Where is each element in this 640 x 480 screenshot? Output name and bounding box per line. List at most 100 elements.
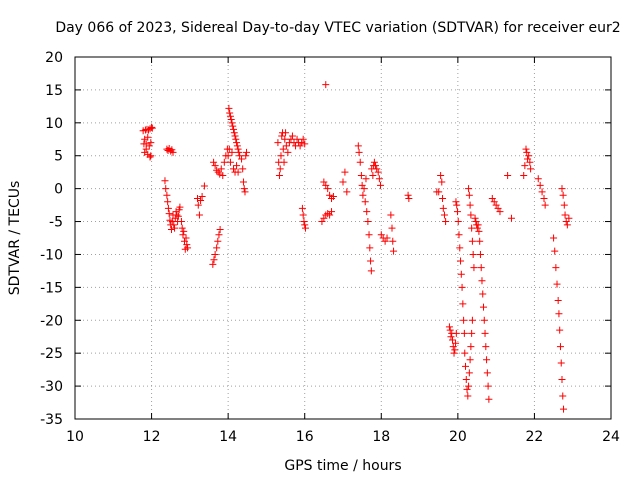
- axis-ticks: [74, 56, 612, 420]
- data-point: [476, 237, 484, 245]
- data-point: [236, 152, 244, 160]
- data-point: [276, 165, 284, 173]
- data-point: [460, 316, 468, 324]
- data-point: [230, 165, 238, 173]
- data-point: [165, 210, 173, 218]
- y-tick-label: 0: [54, 182, 63, 198]
- data-point: [301, 224, 309, 232]
- data-point: [479, 290, 487, 298]
- data-point: [473, 224, 481, 232]
- data-point: [557, 359, 565, 367]
- data-point: [476, 250, 484, 258]
- x-tick-label: 10: [66, 429, 84, 445]
- data-point: [227, 116, 235, 124]
- data-point: [241, 188, 249, 196]
- data-point: [488, 195, 496, 203]
- data-point: [162, 185, 170, 193]
- data-point: [216, 225, 224, 233]
- data-point: [496, 208, 504, 216]
- data-point: [300, 218, 308, 226]
- data-point: [466, 356, 474, 364]
- data-point: [322, 81, 330, 89]
- data-point: [233, 142, 241, 150]
- data-point: [504, 171, 512, 179]
- y-tick-labels: 20 15 10 5 0 -5 -10 -15 -20 -25 -30 -35: [40, 50, 63, 428]
- data-point: [239, 165, 247, 173]
- data-point: [492, 201, 500, 209]
- data-point: [439, 195, 447, 203]
- data-point: [383, 234, 391, 242]
- data-point: [361, 198, 369, 206]
- data-point: [494, 204, 502, 212]
- data-point: [453, 208, 461, 216]
- data-point: [372, 162, 380, 170]
- data-point: [445, 323, 453, 331]
- data-point: [144, 133, 152, 141]
- data-point: [328, 208, 336, 216]
- data-point: [536, 181, 544, 189]
- data-point: [367, 257, 375, 265]
- x-axis-label: GPS time / hours: [284, 458, 401, 474]
- data-point: [470, 264, 478, 272]
- data-point: [274, 139, 282, 147]
- data-point: [320, 178, 328, 186]
- data-point: [561, 211, 569, 219]
- data-point: [560, 405, 568, 413]
- data-point: [468, 237, 476, 245]
- data-point: [147, 152, 155, 160]
- y-tick-label: 20: [45, 50, 63, 66]
- data-point: [220, 158, 228, 166]
- data-point: [526, 158, 534, 166]
- data-point: [480, 303, 488, 311]
- data-point: [468, 316, 476, 324]
- data-point: [462, 376, 470, 384]
- data-point: [457, 257, 465, 265]
- data-point: [366, 244, 374, 252]
- data-point: [377, 181, 385, 189]
- data-point: [298, 139, 306, 147]
- data-point: [483, 369, 491, 377]
- data-point: [178, 224, 186, 232]
- data-point: [213, 244, 221, 252]
- data-point: [280, 158, 288, 166]
- data-point: [320, 214, 328, 222]
- data-point: [214, 237, 222, 245]
- data-point: [176, 203, 184, 211]
- y-tick-label: -20: [40, 313, 63, 329]
- data-point: [142, 140, 150, 148]
- data-point: [405, 195, 413, 203]
- data-point: [354, 142, 362, 150]
- data-point: [477, 264, 485, 272]
- data-point: [438, 178, 446, 186]
- data-point: [365, 231, 373, 239]
- data-point: [356, 158, 364, 166]
- data-point: [520, 171, 528, 179]
- data-point: [451, 346, 459, 354]
- data-point: [226, 112, 234, 120]
- data-point: [541, 201, 549, 209]
- data-point: [465, 185, 473, 193]
- data-point: [481, 329, 489, 337]
- data-point: [490, 198, 498, 206]
- data-point: [390, 247, 398, 255]
- data-point: [522, 145, 530, 153]
- data-point: [341, 168, 349, 176]
- data-point: [233, 139, 241, 147]
- y-tick-label: -10: [40, 247, 63, 263]
- data-point: [288, 132, 296, 140]
- data-point: [232, 135, 240, 143]
- data-point: [475, 227, 483, 235]
- data-points: [139, 81, 573, 413]
- data-point: [228, 119, 236, 127]
- data-point: [277, 152, 285, 160]
- data-point: [146, 153, 154, 161]
- data-point: [440, 211, 448, 219]
- data-point: [435, 188, 443, 196]
- data-point: [161, 177, 169, 185]
- data-point: [363, 208, 371, 216]
- data-point: [527, 165, 535, 173]
- data-point: [143, 125, 151, 133]
- data-point: [469, 250, 477, 258]
- data-point: [540, 195, 548, 203]
- data-point: [538, 188, 546, 196]
